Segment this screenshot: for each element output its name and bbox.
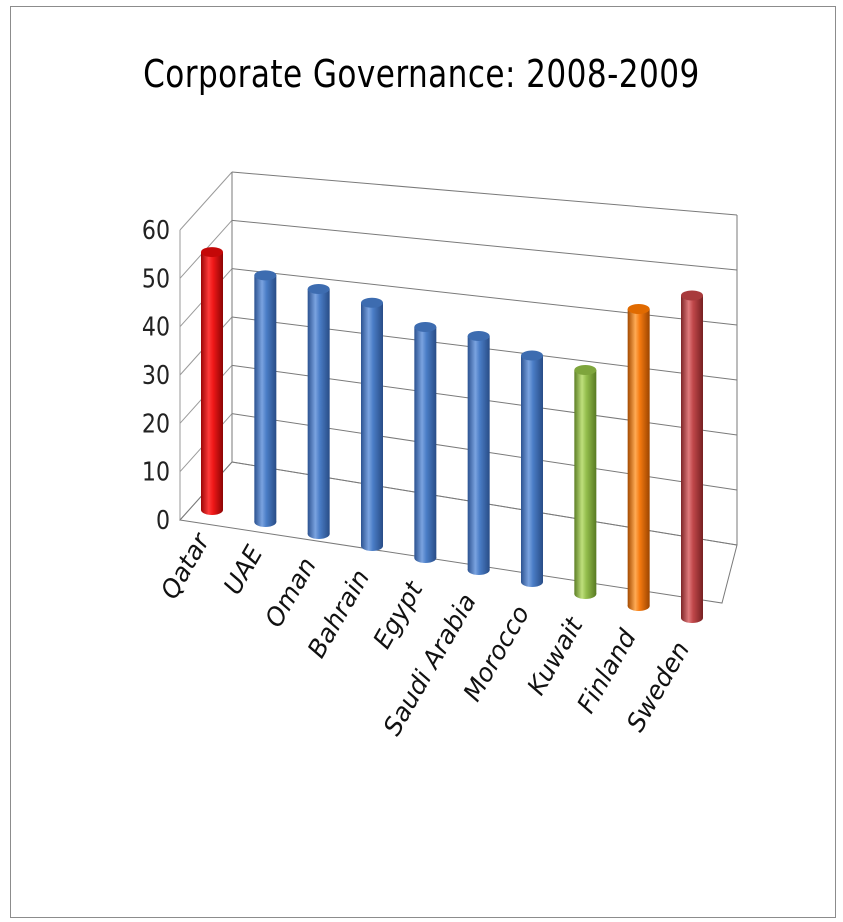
bar-body [361,302,383,546]
bar-body [414,327,437,558]
y-tick-label: 0 [156,505,170,535]
y-tick-label: 50 [142,264,170,294]
x-tick-label: Qatar [155,527,216,604]
bar-egypt [414,322,437,563]
bar-sweden [681,290,703,623]
bar-top [307,284,330,294]
bar-qatar [201,247,223,515]
bar-body [201,252,223,511]
chart-title: Corporate Governance: 2008-2009 [143,52,700,96]
x-tick-label: Egypt [367,575,429,653]
bar-top [467,331,490,341]
bar-top [414,322,437,332]
y-tick-label: 20 [142,409,170,439]
bar-body [467,336,490,570]
x-tick-label: Oman [259,553,322,633]
bar-base [521,577,543,587]
bar-base [254,517,277,527]
bar-base [681,613,703,623]
bar-uae [254,270,277,527]
bar-body [574,370,597,594]
bar-base [467,565,490,575]
side-gridline [179,171,233,231]
bar-bahrain [361,297,383,551]
bar-top [681,290,703,301]
bar-top [201,247,223,258]
bar-saudi-arabia [467,331,490,575]
gridline [231,268,738,326]
bar-base [627,601,650,611]
bar-body [627,309,650,606]
bar-morocco [521,350,543,587]
bar-body [681,295,703,618]
gridline [231,219,738,271]
bar-base [414,553,437,563]
y-tick-label: 10 [142,457,170,487]
bar-top [627,304,650,314]
bar-finland [627,304,650,611]
bar-body [307,289,330,534]
bar-base [201,505,223,515]
bar-base [574,589,597,599]
y-tick-label: 30 [142,360,170,390]
bar-body [521,355,543,582]
bar-base [307,529,330,539]
bar-top [521,350,543,361]
bar-top [254,270,277,281]
y-tick-label: 40 [142,312,170,342]
bar-top [361,297,383,308]
bar-body [254,275,277,522]
y-tick-label: 60 [142,215,170,245]
bar-top [574,365,597,375]
bar-kuwait [574,365,597,599]
x-tick-label: Kuwait [521,611,589,699]
bar-base [361,541,383,551]
gridline [231,171,738,216]
bar-oman [307,284,330,539]
x-tick-label: UAE [218,540,269,599]
